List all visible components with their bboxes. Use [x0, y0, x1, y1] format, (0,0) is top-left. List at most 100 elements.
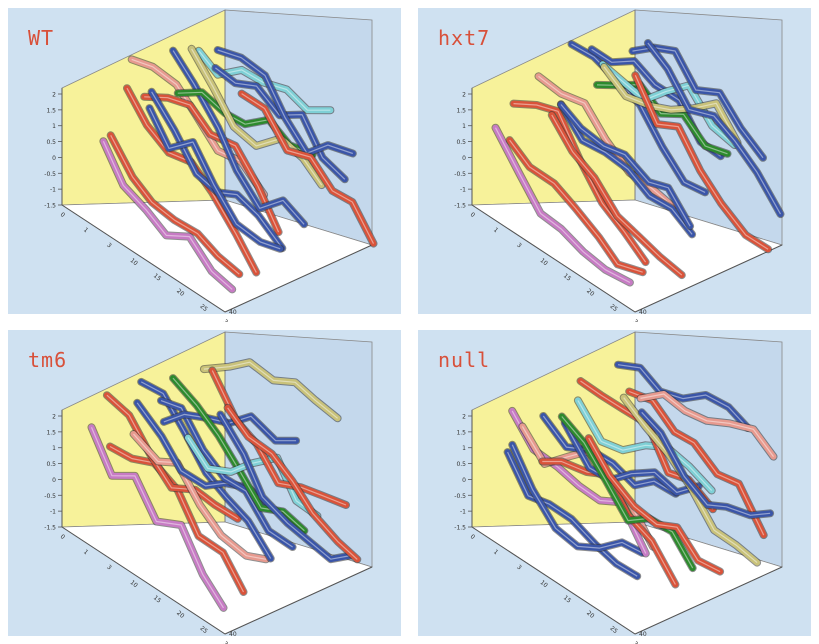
z-tick-label: 40 [229, 309, 237, 316]
y-tick-label: -1.5 [454, 525, 466, 532]
axis-z-edge [634, 244, 783, 313]
series-line-cyan [599, 61, 738, 148]
series-line-olive [200, 359, 341, 422]
series-line-blue [146, 105, 284, 252]
series-line-highlight [90, 427, 225, 609]
series-line-highlight [172, 50, 305, 225]
series-line-cyan [574, 397, 715, 494]
series-line-highlight [509, 139, 643, 273]
x-tick-label: 0 [59, 211, 67, 219]
x-tick-label: 30 [632, 318, 642, 322]
y-tick-label: -1.5 [44, 203, 56, 210]
series-line-highlight [160, 400, 293, 548]
y-tick-label: 1 [52, 123, 56, 130]
series-line-highlight [640, 393, 774, 457]
series-line-highlight [538, 75, 674, 208]
x-tick-label: 25 [608, 625, 618, 635]
series-line-highlight [511, 444, 643, 554]
panel-wt: 21.510.50-0.5-1-1.5013101520253040 WT [0, 0, 409, 322]
x-tick-label: 1 [492, 226, 500, 234]
y-tick-label: -1 [50, 509, 56, 516]
series-line-red [107, 132, 243, 278]
y-tick-label: -1.5 [454, 203, 466, 210]
series-line-blue [638, 409, 774, 519]
series-line-red [548, 112, 685, 279]
chart-wt: 21.510.50-0.5-1-1.5013101520253040 [8, 8, 401, 322]
x-tick-label: 0 [59, 533, 67, 541]
chart-tm6: 21.510.50-0.5-1-1.5013101520253040 [8, 330, 401, 644]
x-tick-label: 3 [105, 242, 113, 250]
axis-x-edge [471, 204, 636, 313]
series-line-violet [492, 124, 633, 286]
y-tick-label: 1.5 [456, 429, 466, 436]
series-line-highlight [577, 400, 713, 491]
series-line-highlight [588, 437, 721, 573]
axis-z-edge [634, 566, 783, 635]
series-line-blue [214, 47, 356, 157]
x-tick-label: 25 [198, 625, 208, 635]
series-line-highlight [106, 394, 239, 520]
y-tick-label: -0.5 [44, 493, 56, 500]
z-tick-label: 40 [639, 631, 647, 638]
x-tick-label: 15 [152, 272, 162, 282]
axis-x-edge [471, 526, 636, 635]
y-tick-label: 2 [52, 92, 56, 99]
series-line-highlight [219, 414, 351, 560]
series-line-highlight [494, 127, 631, 284]
x-tick-label: 1 [492, 548, 500, 556]
series-line-blue [644, 40, 784, 218]
series-line-highlight [634, 74, 769, 250]
x-tick-label: 0 [469, 533, 477, 541]
y-tick-label: 0.5 [46, 139, 56, 146]
y-tick-label: 1 [462, 445, 466, 452]
series-line-violet [100, 138, 236, 293]
series-line-highlight [144, 96, 280, 233]
series-line-red [141, 93, 282, 236]
series-line-blue [504, 449, 641, 580]
series-line-highlight [217, 49, 353, 155]
series-line-highlight [564, 422, 699, 493]
series-line-violet [88, 424, 227, 611]
x-tick-label: 20 [585, 610, 595, 620]
y-tick-label: -1 [460, 509, 466, 516]
panel-title-tm6: tm6 [28, 348, 68, 372]
series-line-red [585, 435, 724, 575]
series-line-highlight [641, 411, 771, 516]
series-line-red [238, 90, 377, 247]
x-tick-label: 25 [198, 303, 208, 313]
series-line-highlight [560, 104, 691, 227]
x-tick-label: 10 [129, 257, 139, 267]
y-tick-label: 1.5 [46, 107, 56, 114]
y-tick-label: 0 [52, 155, 56, 162]
series-line-highlight [617, 364, 749, 429]
axis-x-edge [61, 526, 226, 635]
y-tick-label: 0.5 [456, 139, 466, 146]
x-tick-label: 10 [539, 579, 549, 589]
series-line-highlight [241, 93, 375, 244]
x-tick-label: 3 [515, 564, 523, 572]
y-tick-label: 1.5 [46, 429, 56, 436]
panel-title-hxt7: hxt7 [438, 26, 491, 50]
x-tick-label: 1 [82, 548, 90, 556]
y-tick-label: 0 [462, 477, 466, 484]
y-tick-label: -0.5 [44, 171, 56, 178]
series-line-blue [615, 361, 751, 431]
series-line-red [224, 404, 361, 563]
series-line-blue [557, 101, 696, 238]
y-tick-label: 2 [462, 92, 466, 99]
series-line-highlight [203, 361, 338, 419]
series-line-olive [601, 63, 741, 146]
x-tick-label: 15 [562, 272, 572, 282]
series-line-highlight [172, 377, 305, 532]
z-tick-label: 40 [639, 309, 647, 316]
series-line-salmon [535, 73, 676, 210]
x-tick-label: 20 [175, 610, 185, 620]
series-line-red [626, 388, 767, 539]
chart-null: 21.510.50-0.5-1-1.5013101520253040 [418, 330, 811, 644]
y-tick-label: 0.5 [456, 461, 466, 468]
y-tick-label: -1 [460, 187, 466, 194]
y-tick-label: -1.5 [44, 525, 56, 532]
x-tick-label: 30 [222, 640, 232, 644]
series-line-highlight [102, 140, 233, 290]
y-tick-label: 2 [52, 414, 56, 421]
